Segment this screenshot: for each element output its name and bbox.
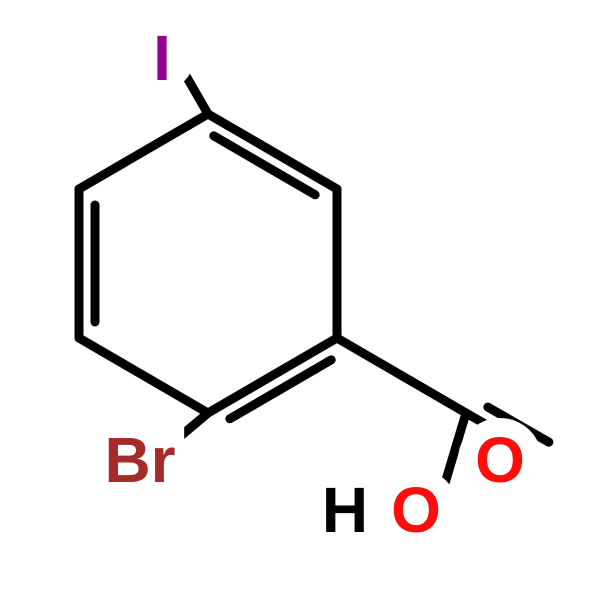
molecule-diagram: OOHBrI	[0, 0, 600, 600]
bond	[79, 114, 208, 189]
atom-label-o_dbl: O	[475, 424, 525, 496]
bond	[79, 338, 208, 413]
bond	[337, 338, 466, 413]
atom-label-h_oh: H	[322, 474, 368, 546]
atom-label-br: Br	[104, 424, 175, 496]
bond	[186, 76, 208, 114]
atom-label-o_oh: O	[391, 474, 441, 546]
bond	[208, 114, 337, 189]
atom-label-i: I	[153, 22, 171, 94]
bond	[208, 338, 337, 413]
